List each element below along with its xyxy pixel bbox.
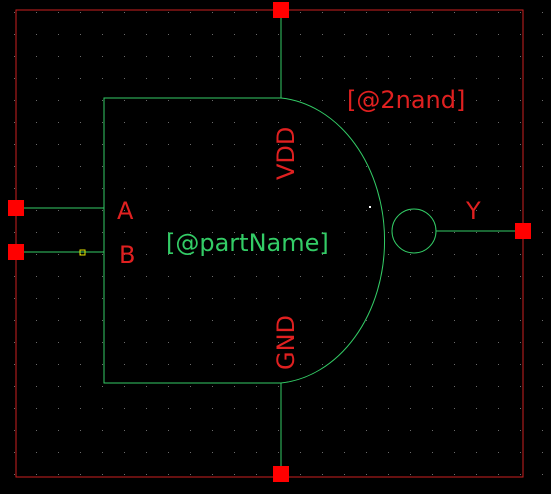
origin-dot	[369, 206, 371, 208]
symbol-bounding-box	[15, 9, 524, 478]
y-pin-icon[interactable]	[515, 223, 531, 239]
pin-label-gnd: GND	[272, 315, 300, 370]
pin-label-b: B	[119, 241, 135, 269]
pin-label-y: Y	[465, 197, 481, 225]
pin-label-vdd: VDD	[272, 127, 300, 180]
vdd-pin-icon[interactable]	[273, 2, 289, 18]
grid-dots	[14, 12, 543, 475]
a-pin-icon[interactable]	[8, 200, 24, 216]
gnd-pin-icon[interactable]	[273, 466, 289, 482]
instance-name-label: [@partName]	[166, 229, 329, 257]
b-pin-icon[interactable]	[8, 244, 24, 260]
cursor-marker-icon	[79, 249, 86, 256]
pin-label-a: A	[117, 197, 134, 225]
nand-gate-body[interactable]	[103, 97, 385, 384]
cell-name-label: [@2nand]	[347, 86, 465, 114]
